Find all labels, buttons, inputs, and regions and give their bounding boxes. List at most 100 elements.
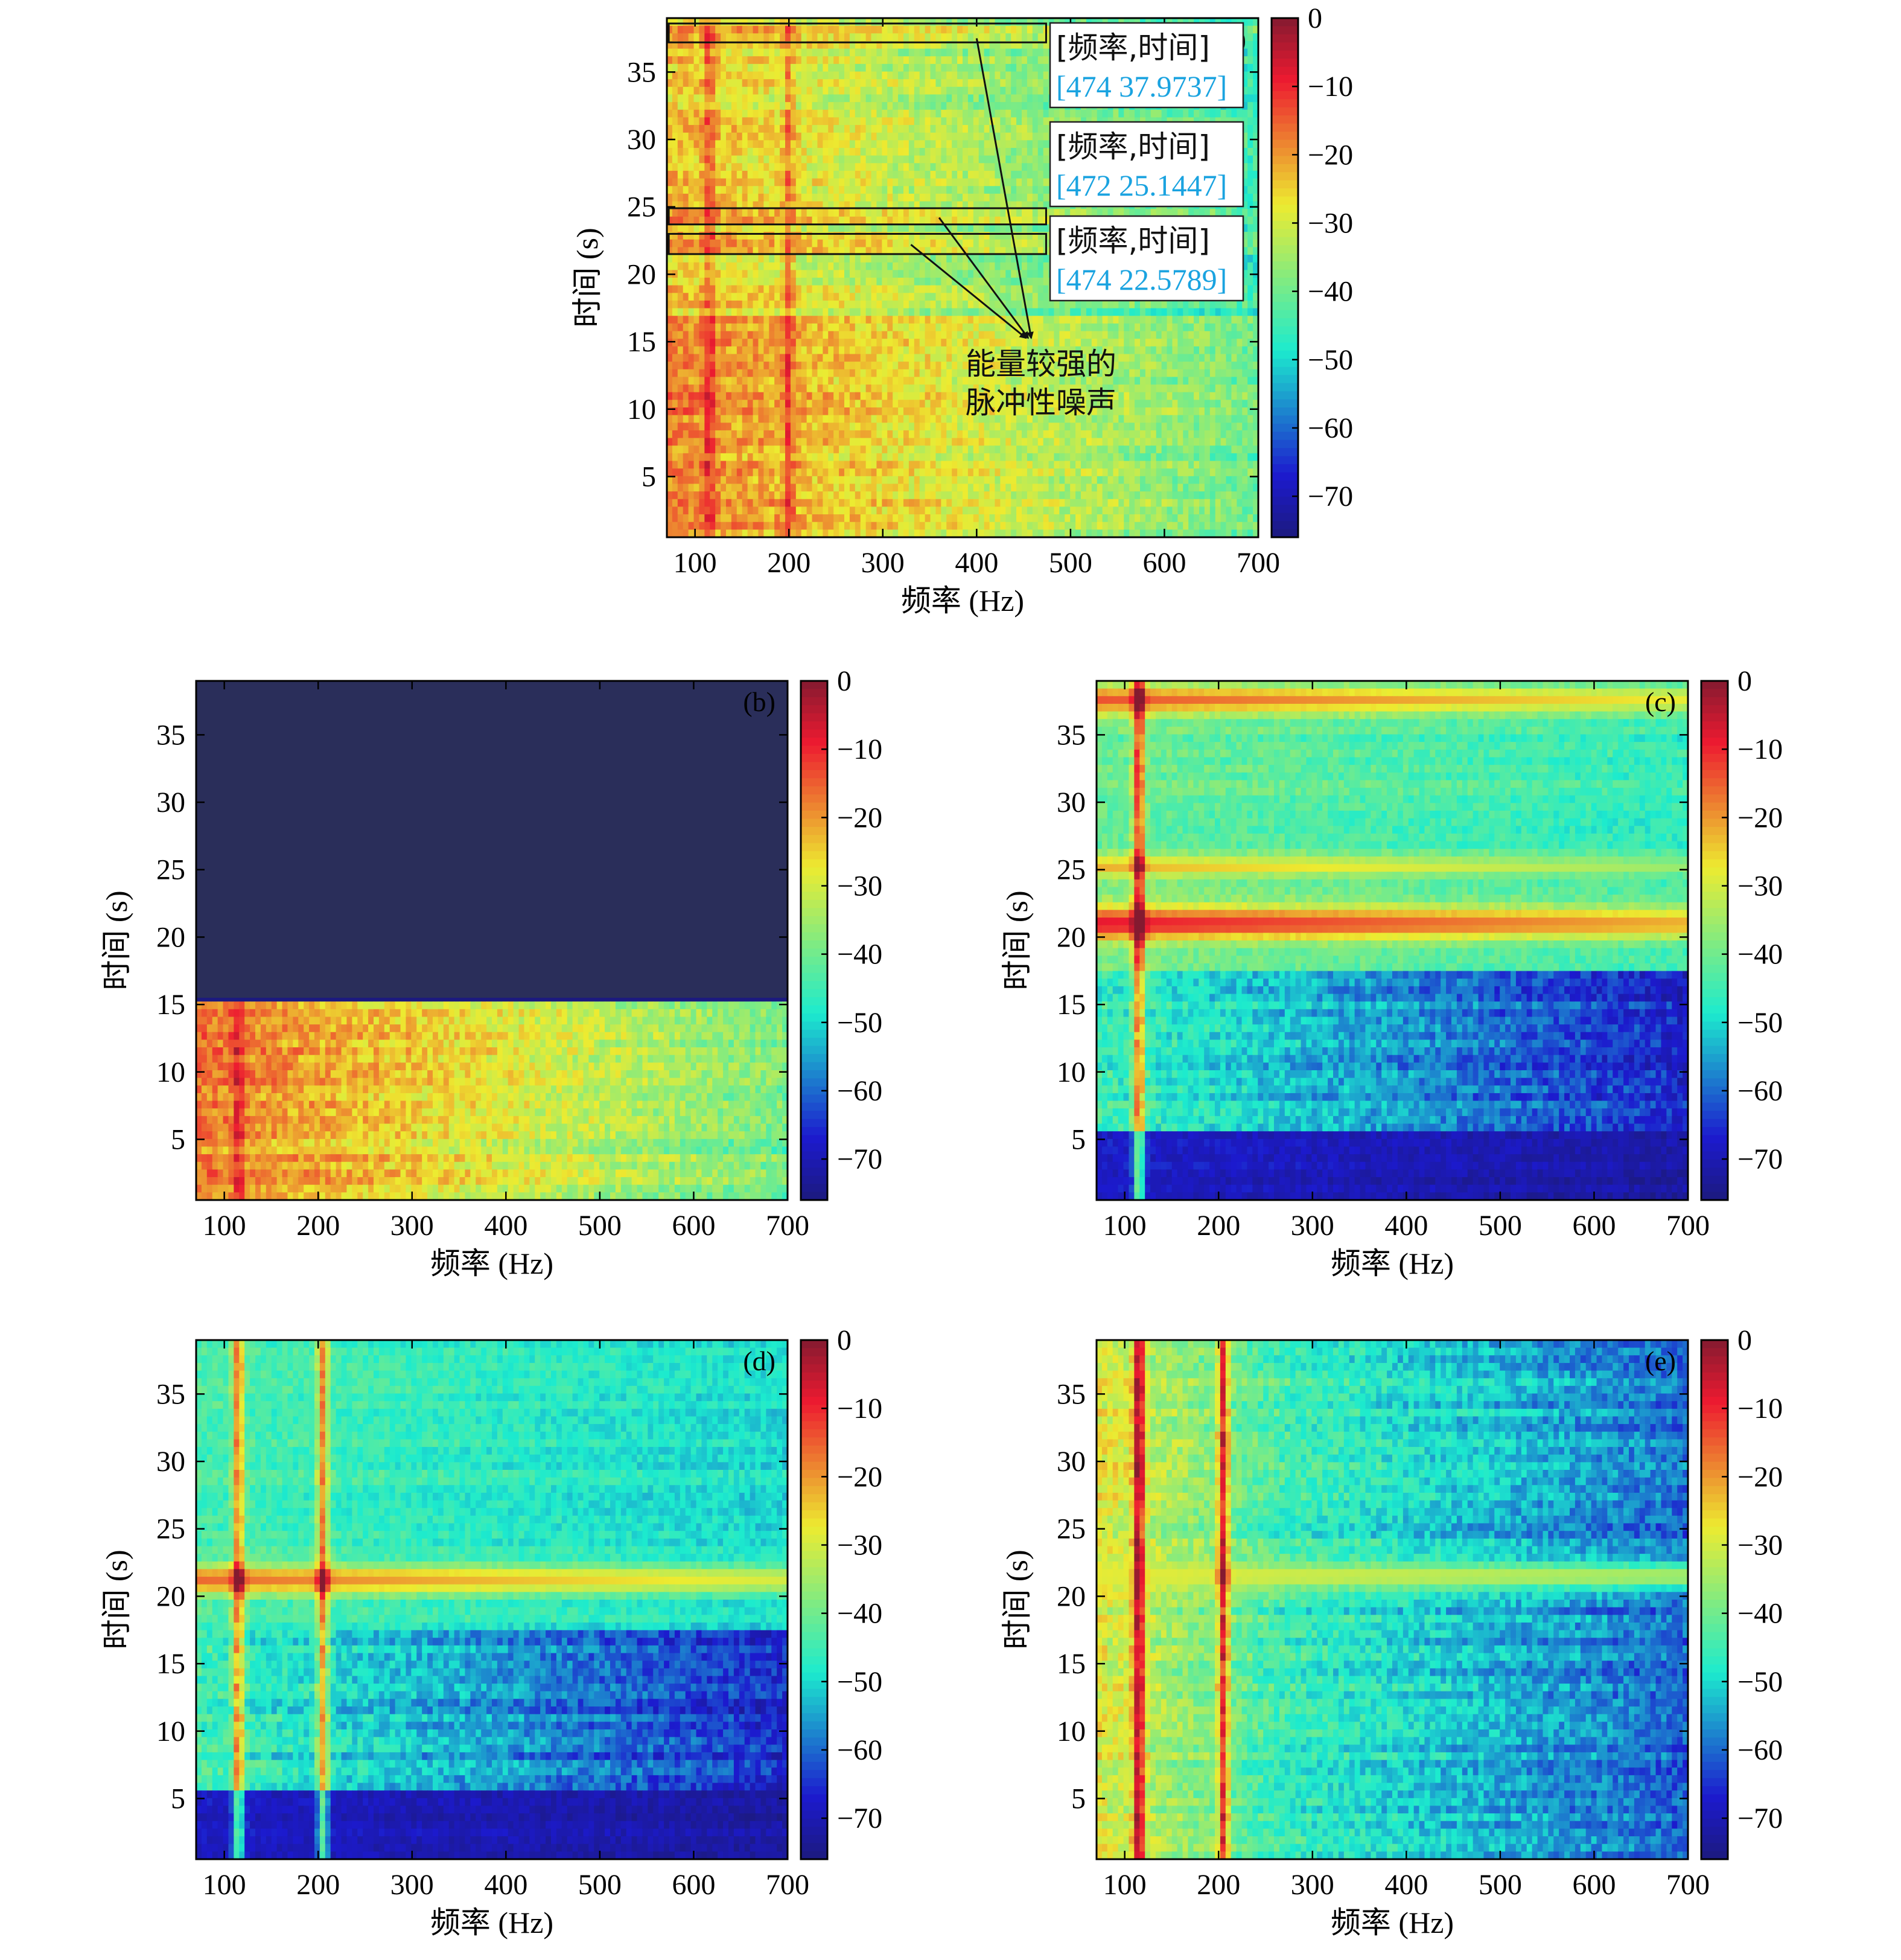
heatmap-cell bbox=[887, 72, 893, 80]
heatmap-cell bbox=[995, 72, 1001, 80]
heatmap-cell bbox=[737, 79, 743, 87]
heatmap-cell bbox=[774, 64, 780, 72]
heatmap-cell bbox=[742, 64, 748, 72]
heatmap-cell bbox=[807, 79, 813, 87]
heatmap-cell bbox=[796, 49, 802, 57]
heatmap-cell bbox=[850, 49, 856, 57]
heatmap-cell bbox=[844, 33, 850, 41]
heatmap-cell bbox=[785, 26, 791, 34]
heatmap-cell bbox=[748, 64, 754, 72]
heatmap-cell bbox=[1005, 26, 1011, 34]
heatmap-cell bbox=[844, 56, 850, 64]
heatmap-cell bbox=[941, 49, 947, 57]
heatmap-cell bbox=[683, 18, 689, 26]
heatmap-cell bbox=[995, 26, 1001, 34]
heatmap-cell bbox=[748, 72, 754, 80]
heatmap-cell bbox=[946, 33, 952, 41]
heatmap-cell bbox=[925, 79, 931, 87]
heatmap-cell bbox=[925, 49, 931, 57]
heatmap-cell bbox=[963, 33, 969, 41]
heatmap-cell bbox=[1247, 64, 1253, 72]
heatmap-cell bbox=[726, 79, 732, 87]
heatmap-cell bbox=[952, 72, 958, 80]
heatmap-cell bbox=[758, 79, 764, 87]
heatmap-cell bbox=[1011, 26, 1017, 34]
heatmap-cell bbox=[807, 33, 813, 41]
heatmap-cell bbox=[812, 56, 818, 64]
heatmap-cell bbox=[984, 26, 990, 34]
heatmap-cell bbox=[973, 72, 979, 80]
heatmap-cell bbox=[914, 79, 920, 87]
heatmap-cell bbox=[769, 64, 775, 72]
heatmap-cell bbox=[1027, 18, 1033, 26]
heatmap-cell bbox=[694, 72, 700, 80]
heatmap-cell bbox=[887, 18, 893, 26]
heatmap-cell bbox=[957, 79, 963, 87]
heatmap-cell bbox=[1027, 56, 1033, 64]
heatmap-cell bbox=[866, 56, 872, 64]
heatmap-cell bbox=[1022, 26, 1028, 34]
heatmap-cell bbox=[914, 56, 920, 64]
heatmap-cell bbox=[1005, 79, 1011, 87]
heatmap-cell bbox=[979, 33, 985, 41]
heatmap-cell bbox=[812, 72, 818, 80]
heatmap-cell bbox=[823, 72, 829, 80]
heatmap-cell bbox=[920, 72, 926, 80]
heatmap-cell bbox=[995, 18, 1001, 26]
heatmap-cell bbox=[866, 33, 872, 41]
heatmap-cell bbox=[785, 33, 791, 41]
heatmap-cell bbox=[898, 26, 904, 34]
heatmap-cell bbox=[1011, 64, 1017, 72]
heatmap-cell bbox=[748, 79, 754, 87]
heatmap-cell bbox=[774, 33, 780, 41]
heatmap-cell bbox=[850, 18, 856, 26]
heatmap-cell bbox=[1022, 72, 1028, 80]
heatmap-cell bbox=[763, 64, 769, 72]
heatmap-cell bbox=[839, 33, 845, 41]
heatmap-cell bbox=[678, 33, 684, 41]
heatmap-cell bbox=[817, 79, 823, 87]
heatmap-cell bbox=[828, 72, 834, 80]
heatmap-cell bbox=[893, 56, 899, 64]
heatmap-cell bbox=[1043, 72, 1049, 80]
heatmap-cell bbox=[861, 56, 867, 64]
heatmap-cell bbox=[694, 49, 700, 57]
heatmap-cell bbox=[995, 33, 1001, 41]
heatmap-cell bbox=[785, 18, 791, 26]
heatmap-cell bbox=[715, 64, 721, 72]
heatmap-cell bbox=[893, 64, 899, 72]
heatmap-cell bbox=[963, 49, 969, 57]
heatmap-cell bbox=[1016, 56, 1022, 64]
heatmap-cell bbox=[833, 33, 839, 41]
heatmap-cell bbox=[1016, 18, 1022, 26]
heatmap-cell bbox=[742, 56, 748, 64]
heatmap-cell bbox=[1043, 64, 1049, 72]
heatmap-cell bbox=[1000, 64, 1006, 72]
heatmap-cell bbox=[823, 49, 829, 57]
heatmap-cell bbox=[710, 18, 716, 26]
heatmap-cell bbox=[710, 56, 716, 64]
heatmap-cell bbox=[935, 72, 941, 80]
heatmap-cell bbox=[882, 49, 888, 57]
heatmap-cell bbox=[737, 49, 743, 57]
heatmap-cell bbox=[731, 72, 737, 80]
heatmap-cell bbox=[871, 72, 877, 80]
heatmap-cell bbox=[1016, 33, 1022, 41]
heatmap-cell bbox=[763, 33, 769, 41]
heatmap-cell bbox=[823, 33, 829, 41]
heatmap-cell bbox=[1005, 64, 1011, 72]
heatmap-cell bbox=[931, 79, 937, 87]
heatmap-cell bbox=[715, 33, 721, 41]
heatmap-cell bbox=[833, 26, 839, 34]
heatmap-cell bbox=[672, 49, 678, 57]
heatmap-cell bbox=[882, 33, 888, 41]
heatmap-cell bbox=[672, 56, 678, 64]
heatmap-cell bbox=[903, 56, 909, 64]
heatmap-cell bbox=[774, 26, 780, 34]
heatmap-cell bbox=[1033, 33, 1039, 41]
heatmap-cell bbox=[758, 72, 764, 80]
heatmap-cell bbox=[801, 26, 807, 34]
heatmap-cell bbox=[871, 26, 877, 34]
heatmap-cell bbox=[833, 18, 839, 26]
heatmap-cell bbox=[984, 56, 990, 64]
